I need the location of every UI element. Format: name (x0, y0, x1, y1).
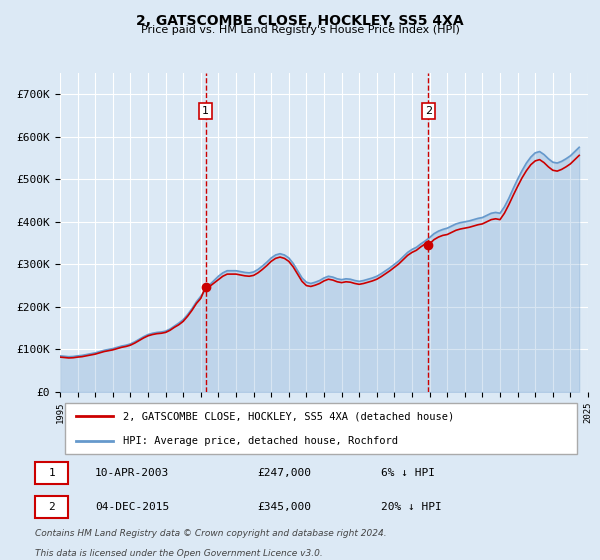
Text: 10-APR-2003: 10-APR-2003 (95, 468, 169, 478)
Text: 1: 1 (48, 468, 55, 478)
Text: HPI: Average price, detached house, Rochford: HPI: Average price, detached house, Roch… (124, 436, 398, 446)
Text: 2, GATSCOMBE CLOSE, HOCKLEY, SS5 4XA (detached house): 2, GATSCOMBE CLOSE, HOCKLEY, SS5 4XA (de… (124, 411, 455, 421)
Text: 2: 2 (48, 502, 55, 512)
Text: £345,000: £345,000 (257, 502, 311, 512)
Text: 2: 2 (425, 106, 432, 116)
Text: 20% ↓ HPI: 20% ↓ HPI (381, 502, 442, 512)
FancyBboxPatch shape (35, 496, 68, 519)
Text: Contains HM Land Registry data © Crown copyright and database right 2024.: Contains HM Land Registry data © Crown c… (35, 529, 387, 538)
FancyBboxPatch shape (35, 461, 68, 484)
Text: 1: 1 (202, 106, 209, 116)
FancyBboxPatch shape (65, 403, 577, 454)
Text: 04-DEC-2015: 04-DEC-2015 (95, 502, 169, 512)
Text: 2, GATSCOMBE CLOSE, HOCKLEY, SS5 4XA: 2, GATSCOMBE CLOSE, HOCKLEY, SS5 4XA (136, 14, 464, 28)
Text: Price paid vs. HM Land Registry's House Price Index (HPI): Price paid vs. HM Land Registry's House … (140, 25, 460, 35)
Text: £247,000: £247,000 (257, 468, 311, 478)
Text: 6% ↓ HPI: 6% ↓ HPI (381, 468, 435, 478)
Text: This data is licensed under the Open Government Licence v3.0.: This data is licensed under the Open Gov… (35, 549, 323, 558)
